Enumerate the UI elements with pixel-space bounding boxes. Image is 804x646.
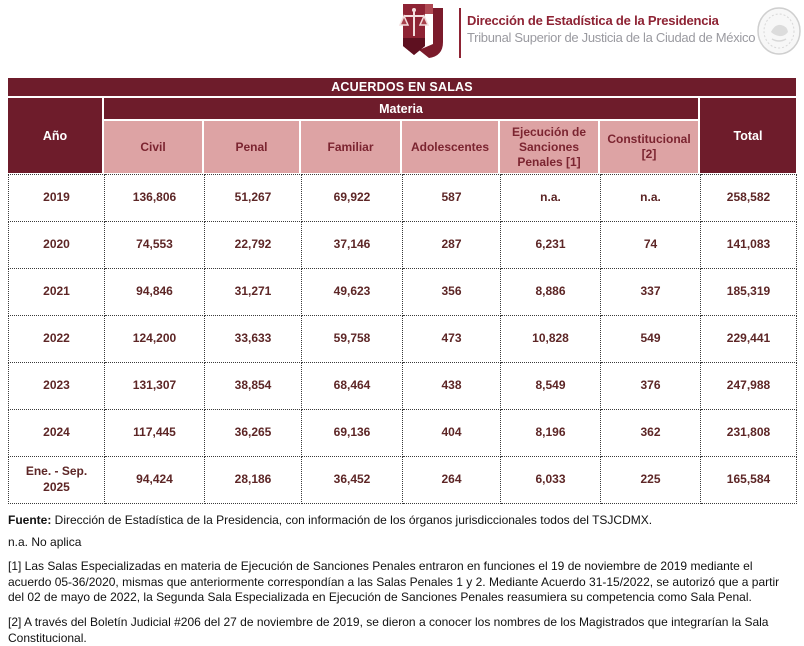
data-cell: 28,186 xyxy=(204,456,302,504)
data-cell: 8,196 xyxy=(500,409,601,457)
data-cell: 287 xyxy=(402,221,501,269)
table-row: 2019 136,806 51,267 69,922 587 n.a. n.a.… xyxy=(8,174,797,222)
data-cell: 362 xyxy=(600,409,701,457)
data-cell: 69,136 xyxy=(301,409,403,457)
table-body: 2019 136,806 51,267 69,922 587 n.a. n.a.… xyxy=(8,174,797,504)
org-subtitle: Tribunal Superior de Justicia de la Ciud… xyxy=(467,30,756,46)
notes-section: Fuente: Dirección de Estadística de la P… xyxy=(8,513,798,646)
footnote-1: [1] Las Salas Especializadas en materia … xyxy=(8,559,780,605)
column-header-penal: Penal xyxy=(204,121,299,173)
materia-group-header: Materia xyxy=(104,98,698,119)
column-header-ejecucion: Ejecución de Sanciones Penales [1] xyxy=(500,121,598,173)
data-cell: 59,758 xyxy=(301,315,403,363)
data-cell: 124,200 xyxy=(104,315,205,363)
column-header-familiar: Familiar xyxy=(301,121,400,173)
data-cell: 74,553 xyxy=(104,221,205,269)
data-cell: 69,922 xyxy=(301,174,403,222)
data-cell: 136,806 xyxy=(104,174,205,222)
data-cell: 94,424 xyxy=(104,456,205,504)
mexico-seal-icon xyxy=(756,6,802,58)
data-cell: 131,307 xyxy=(104,362,205,410)
header-text: Dirección de Estadística de la Presidenc… xyxy=(467,12,759,46)
year-cell: 2020 xyxy=(8,221,105,269)
total-cell: 165,584 xyxy=(700,456,797,504)
year-column-header: Año xyxy=(8,98,102,173)
na-note: n.a. No aplica xyxy=(8,534,82,549)
total-cell: 247,988 xyxy=(700,362,797,410)
data-cell: 6,231 xyxy=(500,221,601,269)
column-header-civil: Civil xyxy=(104,121,202,173)
table-row: 2021 94,846 31,271 49,623 356 8,886 337 … xyxy=(8,268,797,316)
data-cell: 549 xyxy=(600,315,701,363)
year-cell: Ene. - Sep. 2025 xyxy=(8,456,105,504)
total-cell: 258,582 xyxy=(700,174,797,222)
table-row: 2024 117,445 36,265 69,136 404 8,196 362… xyxy=(8,409,797,457)
data-cell: 225 xyxy=(600,456,701,504)
total-column-header: Total xyxy=(700,98,796,173)
data-cell: 356 xyxy=(402,268,501,316)
data-cell: 10,828 xyxy=(500,315,601,363)
org-title: Dirección de Estadística de la Presidenc… xyxy=(467,13,719,28)
data-cell: 49,623 xyxy=(301,268,403,316)
data-cell: 6,033 xyxy=(500,456,601,504)
source-line: Fuente: Dirección de Estadística de la P… xyxy=(8,513,798,529)
data-cell: 337 xyxy=(600,268,701,316)
year-cell: 2021 xyxy=(8,268,105,316)
table-header: Año Materia Total Civil Penal Familiar A… xyxy=(8,98,796,173)
data-cell: 94,846 xyxy=(104,268,205,316)
data-cell: n.a. xyxy=(600,174,701,222)
table-row: 2023 131,307 38,854 68,464 438 8,549 376… xyxy=(8,362,797,410)
year-cell: 2023 xyxy=(8,362,105,410)
column-header-constitucional: Constitucional [2] xyxy=(600,121,698,173)
table-title: ACUERDOS EN SALAS xyxy=(8,78,796,96)
data-cell: 587 xyxy=(402,174,501,222)
data-cell: 36,452 xyxy=(301,456,403,504)
data-cell: 117,445 xyxy=(104,409,205,457)
total-cell: 185,319 xyxy=(700,268,797,316)
total-cell: 231,808 xyxy=(700,409,797,457)
data-cell: 74 xyxy=(600,221,701,269)
acuerdos-table: ACUERDOS EN SALAS Año Materia Total Civi… xyxy=(8,78,797,504)
data-cell: n.a. xyxy=(500,174,601,222)
table-row: 2022 124,200 33,633 59,758 473 10,828 54… xyxy=(8,315,797,363)
data-cell: 473 xyxy=(402,315,501,363)
data-cell: 51,267 xyxy=(204,174,302,222)
data-cell: 33,633 xyxy=(204,315,302,363)
data-cell: 38,854 xyxy=(204,362,302,410)
header-divider xyxy=(459,8,461,58)
source-label: Fuente: xyxy=(8,513,52,527)
year-cell: 2022 xyxy=(8,315,105,363)
data-cell: 31,271 xyxy=(204,268,302,316)
data-cell: 404 xyxy=(402,409,501,457)
data-cell: 68,464 xyxy=(301,362,403,410)
data-cell: 37,146 xyxy=(301,221,403,269)
data-cell: 8,549 xyxy=(500,362,601,410)
column-header-adolescentes: Adolescentes xyxy=(402,121,498,173)
data-cell: 22,792 xyxy=(204,221,302,269)
table-row: 2020 74,553 22,792 37,146 287 6,231 74 1… xyxy=(8,221,797,269)
total-cell: 141,083 xyxy=(700,221,797,269)
table-row: Ene. - Sep. 2025 94,424 28,186 36,452 26… xyxy=(8,456,797,504)
page-header: Dirección de Estadística de la Presidenc… xyxy=(0,0,804,72)
data-cell: 36,265 xyxy=(204,409,302,457)
total-cell: 229,441 xyxy=(700,315,797,363)
data-cell: 8,886 xyxy=(500,268,601,316)
data-cell: 264 xyxy=(402,456,501,504)
data-cell: 438 xyxy=(402,362,501,410)
footnote-2: [2] A través del Boletín Judicial #206 d… xyxy=(8,614,769,645)
source-text: Dirección de Estadística de la Presidenc… xyxy=(51,513,653,527)
tsjcdmx-logo xyxy=(398,2,455,64)
year-cell: 2019 xyxy=(8,174,105,222)
year-cell: 2024 xyxy=(8,409,105,457)
data-cell: 376 xyxy=(600,362,701,410)
justice-scales-logo-icon xyxy=(398,4,443,58)
